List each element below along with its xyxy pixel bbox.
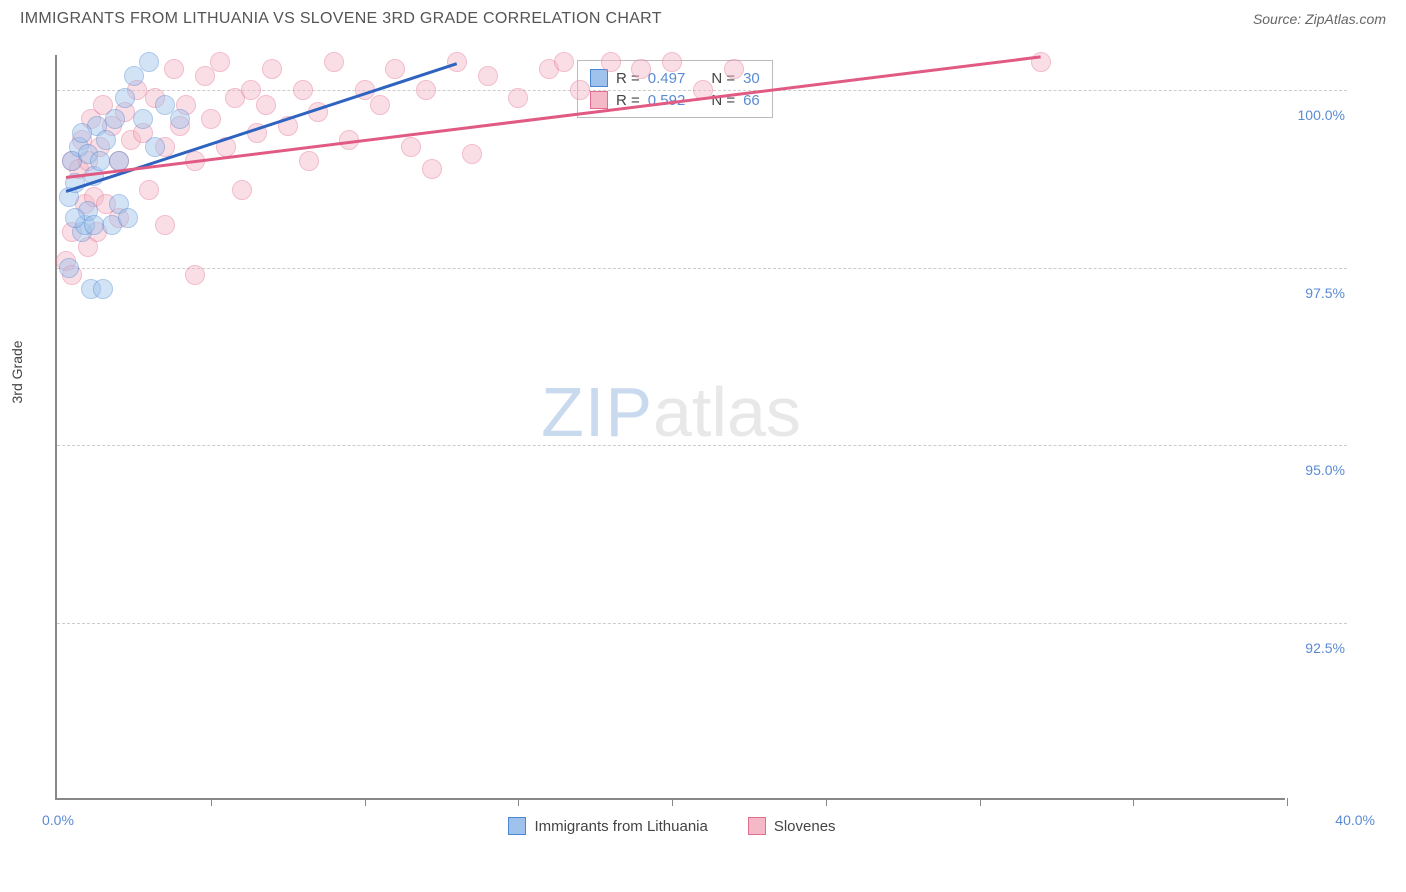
legend-swatch-lithuania <box>590 69 608 87</box>
series-legend-item-slovenes: Slovenes <box>748 817 836 835</box>
data-point-slovenes <box>262 59 282 79</box>
legend-n-value-lithuania: 30 <box>743 70 760 87</box>
data-point-slovenes <box>164 59 184 79</box>
data-point-slovenes <box>324 52 344 72</box>
plot-area: ZIPatlas 3rd Grade 0.0% 40.0% R =0.497N … <box>55 55 1285 800</box>
x-tick <box>1287 798 1288 806</box>
data-point-lithuania <box>90 151 110 171</box>
data-point-slovenes <box>195 66 215 86</box>
data-point-slovenes <box>662 52 682 72</box>
x-tick <box>672 798 673 806</box>
series-legend-item-lithuania: Immigrants from Lithuania <box>508 817 707 835</box>
data-point-lithuania <box>59 258 79 278</box>
watermark-atlas: atlas <box>653 373 801 451</box>
data-point-slovenes <box>232 180 252 200</box>
series-legend: Immigrants from Lithuania Slovenes <box>57 817 1287 835</box>
x-axis-max-label: 40.0% <box>1335 812 1375 828</box>
data-point-slovenes <box>447 52 467 72</box>
x-tick <box>365 798 366 806</box>
data-point-slovenes <box>631 59 651 79</box>
data-point-slovenes <box>478 66 498 86</box>
chart-title: IMMIGRANTS FROM LITHUANIA VS SLOVENE 3RD… <box>20 10 662 28</box>
grid-line <box>57 623 1347 624</box>
data-point-lithuania <box>96 130 116 150</box>
y-tick-label: 92.5% <box>1305 640 1345 656</box>
watermark: ZIPatlas <box>541 372 801 452</box>
data-point-slovenes <box>299 151 319 171</box>
data-point-slovenes <box>601 52 621 72</box>
data-point-lithuania <box>133 109 153 129</box>
watermark-zip: ZIP <box>541 373 653 451</box>
data-point-slovenes <box>385 59 405 79</box>
series-swatch-lithuania <box>508 817 526 835</box>
series-label-lithuania: Immigrants from Lithuania <box>534 818 707 835</box>
source-value: ZipAtlas.com <box>1305 11 1386 27</box>
data-point-lithuania <box>84 215 104 235</box>
data-point-slovenes <box>185 265 205 285</box>
data-point-slovenes <box>293 80 313 100</box>
data-point-slovenes <box>256 95 276 115</box>
data-point-lithuania <box>145 137 165 157</box>
data-point-slovenes <box>155 215 175 235</box>
data-point-slovenes <box>462 144 482 164</box>
data-point-lithuania <box>170 109 190 129</box>
data-point-slovenes <box>570 80 590 100</box>
data-point-slovenes <box>554 52 574 72</box>
data-point-lithuania <box>93 279 113 299</box>
chart-container: ZIPatlas 3rd Grade 0.0% 40.0% R =0.497N … <box>55 55 1345 800</box>
source-attribution: Source: ZipAtlas.com <box>1253 11 1386 27</box>
x-tick <box>980 798 981 806</box>
data-point-slovenes <box>416 80 436 100</box>
data-point-lithuania <box>65 208 85 228</box>
y-tick-label: 100.0% <box>1298 107 1345 123</box>
legend-r-value-lithuania: 0.497 <box>648 70 686 87</box>
data-point-lithuania <box>105 109 125 129</box>
data-point-lithuania <box>115 88 135 108</box>
data-point-slovenes <box>210 52 230 72</box>
data-point-slovenes <box>401 137 421 157</box>
data-point-lithuania <box>72 123 92 143</box>
data-point-lithuania <box>118 208 138 228</box>
data-point-lithuania <box>124 66 144 86</box>
data-point-slovenes <box>139 180 159 200</box>
data-point-lithuania <box>139 52 159 72</box>
grid-line <box>57 268 1347 269</box>
y-axis-title: 3rd Grade <box>9 340 25 403</box>
series-swatch-slovenes <box>748 817 766 835</box>
data-point-slovenes <box>508 88 528 108</box>
data-point-slovenes <box>201 109 221 129</box>
source-label: Source: <box>1253 11 1305 27</box>
grid-line <box>57 445 1347 446</box>
data-point-slovenes <box>422 159 442 179</box>
x-tick <box>826 798 827 806</box>
y-tick-label: 97.5% <box>1305 285 1345 301</box>
data-point-slovenes <box>724 59 744 79</box>
data-point-slovenes <box>370 95 390 115</box>
x-tick <box>1133 798 1134 806</box>
x-tick <box>518 798 519 806</box>
legend-swatch-slovenes <box>590 91 608 109</box>
y-tick-label: 95.0% <box>1305 462 1345 478</box>
x-tick <box>211 798 212 806</box>
chart-header: IMMIGRANTS FROM LITHUANIA VS SLOVENE 3RD… <box>0 0 1406 33</box>
series-label-slovenes: Slovenes <box>774 818 836 835</box>
